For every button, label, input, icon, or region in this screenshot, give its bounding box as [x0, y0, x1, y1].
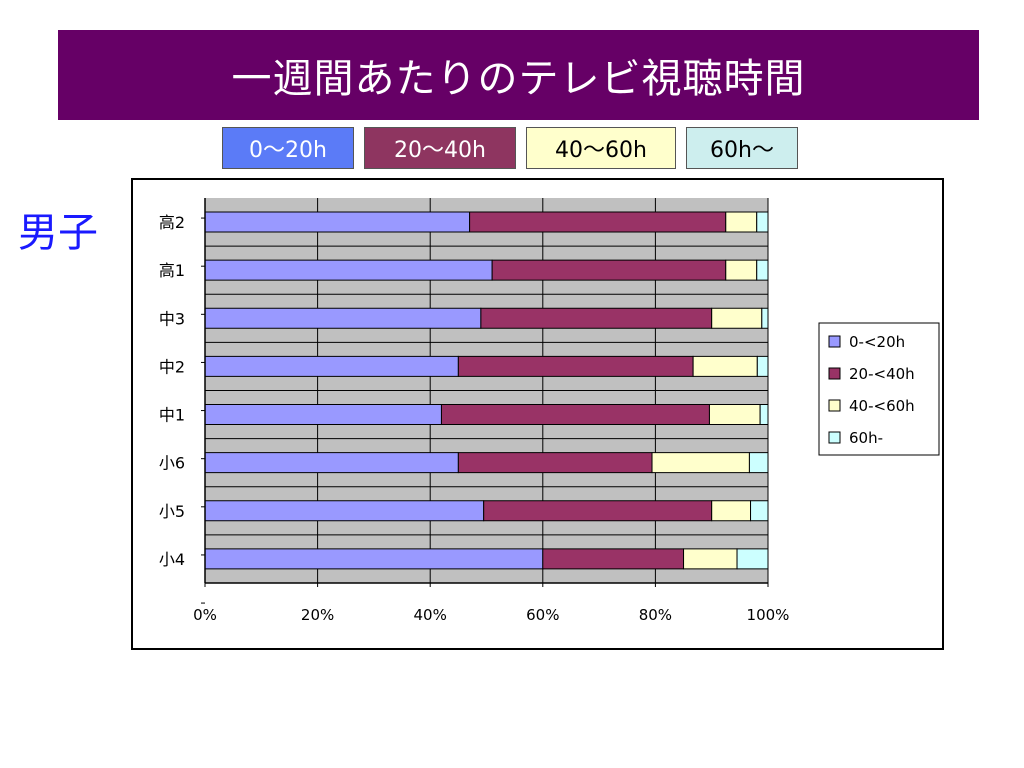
x-tick-label: 20% — [301, 606, 334, 624]
bar-小5-series-2 — [711, 500, 752, 522]
slide-title: 一週間あたりのテレビ視聴時間 — [231, 56, 806, 102]
bar-中3-series-2 — [711, 307, 763, 329]
x-tick-label: 100% — [747, 606, 790, 624]
bar-中2-series-2 — [692, 355, 758, 377]
bar-中1-series-1 — [440, 404, 710, 425]
bar-高2-series-2 — [725, 211, 758, 233]
bar-高2-series-3 — [756, 211, 769, 233]
y-tick-label: 小4 — [159, 550, 185, 569]
bar-中3-series-0 — [204, 307, 482, 329]
bar-高1-series-0 — [204, 259, 493, 281]
bar-小4-series-0 — [204, 548, 544, 570]
bar-中1-series-0 — [204, 404, 442, 425]
bar-中1-series-3 — [759, 404, 769, 425]
bar-中2-series-0 — [204, 355, 459, 377]
bar-小4-series-3 — [736, 548, 769, 570]
legend-swatch-0 — [828, 335, 841, 348]
bar-高2-series-0 — [204, 211, 471, 233]
x-tick-label: 40% — [414, 606, 447, 624]
x-tick-label: 60% — [526, 606, 559, 624]
category-key-row: 0～20h 20～40h 40～60h 60h～ — [0, 127, 1024, 171]
subject-label: 男子 — [18, 210, 98, 256]
legend-label-1: 20-<40h — [849, 365, 915, 383]
x-tick-label: 80% — [639, 606, 672, 624]
key-box-20-40h: 20～40h — [364, 127, 516, 169]
y-tick-label: 中3 — [159, 309, 185, 328]
legend-label-2: 40-<60h — [849, 397, 915, 415]
bar-小4-series-1 — [542, 548, 685, 570]
key-box-60h-plus: 60h～ — [686, 127, 798, 169]
y-tick-label: 中2 — [159, 357, 185, 376]
bar-高1-series-3 — [756, 259, 769, 281]
bar-中1-series-2 — [708, 404, 761, 425]
y-tick-label: 中1 — [159, 406, 185, 425]
chart-frame: 高2 高1 中3 中2 中1 小6 小5 小4 0% 20% 40% 60% 80% 100% 0-<20h… — [131, 178, 944, 650]
bar-高1-series-2 — [725, 259, 758, 281]
legend-label-3: 60h- — [849, 429, 883, 447]
bar-小6-series-3 — [748, 452, 769, 474]
bar-小6-series-0 — [204, 452, 459, 474]
bar-中2-series-1 — [457, 355, 694, 377]
bar-小5-series-3 — [750, 500, 769, 522]
bar-高2-series-1 — [469, 211, 727, 233]
bar-中3-series-3 — [761, 307, 769, 329]
key-box-40-60h: 40～60h — [526, 127, 676, 169]
legend-label-0: 0-<20h — [849, 333, 905, 351]
bar-小4-series-2 — [683, 548, 738, 570]
y-tick-label: 高2 — [159, 213, 185, 232]
legend-swatch-2 — [828, 399, 841, 412]
y-tick-label: 小6 — [159, 454, 185, 473]
legend-swatch-1 — [828, 367, 841, 380]
x-tick-label: 0% — [193, 606, 217, 624]
y-tick-label: 小5 — [159, 502, 185, 521]
legend-swatch-3 — [828, 431, 841, 444]
bar-中2-series-3 — [756, 355, 769, 377]
bar-小5-series-1 — [483, 500, 713, 522]
y-tick-label: 高1 — [159, 261, 185, 280]
bar-中3-series-1 — [480, 307, 713, 329]
bar-小6-series-1 — [457, 452, 653, 474]
key-box-0-20h: 0～20h — [222, 127, 354, 169]
title-banner: 一週間あたりのテレビ視聴時間 — [58, 30, 979, 120]
bar-小6-series-2 — [651, 452, 750, 474]
bar-高1-series-1 — [491, 259, 727, 281]
bar-小5-series-0 — [204, 500, 485, 522]
stacked-bar-chart: 高2 高1 中3 中2 中1 小6 小5 小4 0% 20% 40% 60% 80% 100% 0-<20h… — [159, 198, 940, 624]
